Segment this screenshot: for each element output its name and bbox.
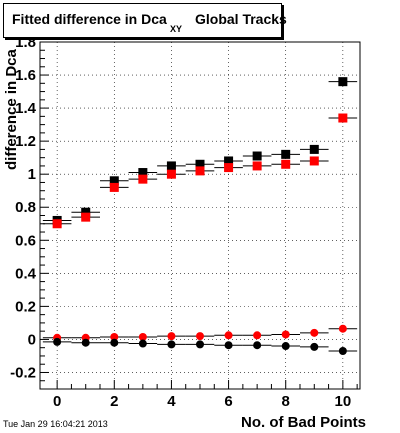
data-point-square <box>252 151 262 161</box>
y-tick-label: 0.6 <box>15 232 36 249</box>
y-tick-label: 0 <box>28 331 36 348</box>
data-point-square <box>338 77 348 87</box>
chart-title-tail: Global Tracks <box>195 11 287 27</box>
x-axis-title: No. of Bad Points <box>241 414 366 431</box>
series-3 <box>42 337 358 355</box>
data-point-square <box>224 163 234 173</box>
data-point-square <box>195 159 205 169</box>
data-point-circle <box>338 324 347 333</box>
data-point-circle <box>281 342 290 351</box>
chart-title: Fitted difference in Dca <box>12 11 167 27</box>
data-point-circle <box>167 340 176 349</box>
data-point-circle <box>338 346 347 355</box>
y-tick-label: 0.2 <box>15 298 36 315</box>
data-point-square <box>81 207 91 217</box>
series-1 <box>42 113 358 229</box>
y-tick-label: -0.2 <box>10 364 36 381</box>
y-axis-title-main: difference in Dca <box>3 48 20 170</box>
data-point-square <box>281 159 291 169</box>
data-point-circle <box>224 341 233 350</box>
data-point-circle <box>224 331 233 340</box>
data-point-circle <box>281 330 290 339</box>
series-0 <box>42 77 358 225</box>
data-point-square <box>109 182 119 192</box>
x-tick-label: 0 <box>53 393 61 410</box>
y-tick-label: 1 <box>28 166 36 183</box>
y-tick-label: 1.6 <box>15 67 36 84</box>
data-point-square <box>309 156 319 166</box>
data-point-circle <box>196 332 204 341</box>
data-point-circle <box>110 338 119 347</box>
data-point-circle <box>310 328 319 337</box>
y-tick-label: 0.4 <box>15 265 37 282</box>
data-point-square <box>166 169 176 179</box>
data-point-circle <box>81 338 90 347</box>
timestamp: Tue Jan 29 16:04:21 2013 <box>3 419 108 429</box>
y-tick-label: 0.8 <box>15 199 36 216</box>
chart-title-box: Fitted difference in Dca XY Global Track… <box>3 3 287 38</box>
x-tick-label: 2 <box>110 393 118 410</box>
data-point-square <box>138 168 148 178</box>
series-2 <box>42 324 358 342</box>
y-tick-label: 1.2 <box>15 133 36 150</box>
x-tick-label: 8 <box>282 393 290 410</box>
data-point-circle <box>196 340 204 349</box>
data-point-circle <box>310 342 319 351</box>
data-point-square <box>195 166 205 176</box>
y-tick-label: 1.8 <box>15 34 36 51</box>
data-point-square <box>309 144 319 154</box>
data-point-square <box>224 156 234 166</box>
data-point-square <box>166 161 176 171</box>
data-point-circle <box>138 332 147 341</box>
data-point-circle <box>253 331 262 340</box>
x-tick-label: 6 <box>224 393 232 410</box>
data-point-square <box>252 161 262 171</box>
data-point-square <box>338 113 348 123</box>
x-tick-label: 10 <box>335 393 352 410</box>
data-point-square <box>109 176 119 186</box>
data-point-square <box>52 219 62 229</box>
data-point-circle <box>138 339 147 348</box>
y-tick-label: 1.4 <box>15 100 37 117</box>
x-tick-label: 4 <box>167 393 176 410</box>
data-point-circle <box>167 332 176 341</box>
data-point-square <box>281 149 291 159</box>
data-point-circle <box>53 337 62 346</box>
data-series <box>42 77 358 355</box>
data-point-circle <box>253 341 262 350</box>
axis-ticks: 0 2 4 6 8 10 -0.2 0 0.2 0.4 0.6 0.8 1 1.2 1.4 1.6 1.8 <box>10 34 358 410</box>
data-point-square <box>138 174 148 184</box>
data-point-circle <box>110 332 119 341</box>
data-point-square <box>81 212 91 222</box>
chart-title-subscript: XY <box>170 24 183 34</box>
